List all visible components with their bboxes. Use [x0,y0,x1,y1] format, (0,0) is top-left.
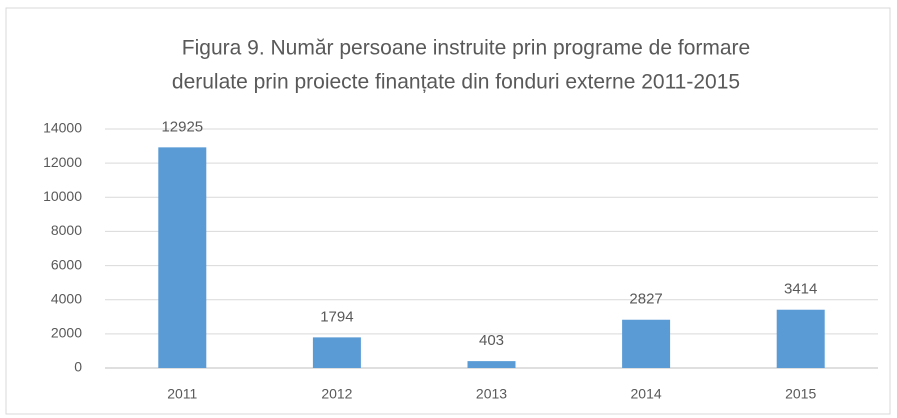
y-tick-label: 12000 [43,154,82,170]
x-tick-label: 2012 [321,386,352,402]
y-tick-label: 14000 [43,120,82,136]
bar [312,337,361,368]
x-tick-label: 2014 [631,386,662,402]
y-tick-label: 0 [74,359,82,375]
y-tick-label: 4000 [51,290,82,306]
x-tick-label: 2011 [167,386,197,402]
data-label: 1794 [320,308,353,325]
y-tick-label: 8000 [51,222,82,238]
data-label: 3414 [784,281,817,298]
x-tick-label: 2013 [476,386,507,402]
bar [467,361,516,368]
y-tick-label: 6000 [51,256,82,272]
data-label: 2827 [629,291,662,308]
chart-title: derulate prin proiecte finanțate din fon… [172,71,740,94]
bar [776,309,825,368]
chart-border [5,7,891,415]
data-label: 403 [479,332,504,349]
data-label: 12925 [161,118,203,135]
x-tick-label: 2015 [785,386,816,402]
bar [158,147,207,368]
y-tick-label: 10000 [43,188,82,204]
chart-title: Figura 9. Număr persoane instruite prin … [182,37,750,60]
bar [622,319,671,368]
y-tick-label: 2000 [51,325,82,341]
